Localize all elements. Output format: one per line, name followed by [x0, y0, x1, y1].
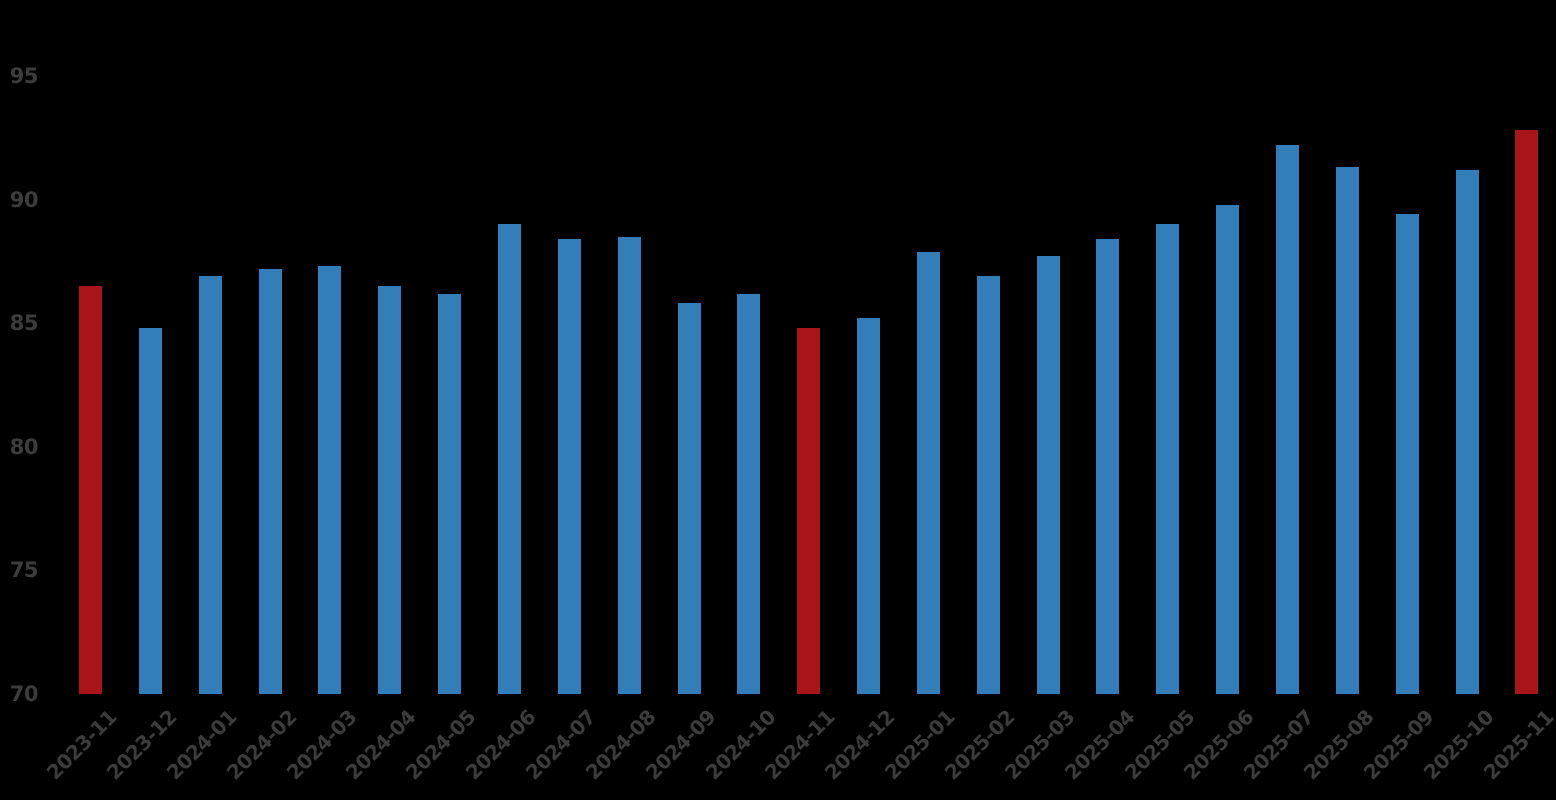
bar-2025-01 [916, 251, 940, 694]
bar-2024-04 [378, 286, 402, 694]
y-tick-label-75: 75 [9, 558, 39, 583]
y-tick-label-85: 85 [9, 311, 39, 336]
bar-2024-09 [677, 303, 701, 694]
bar-2025-10 [1455, 169, 1479, 694]
bar-2024-01 [198, 276, 222, 694]
bar-2024-07 [557, 239, 581, 694]
bar-2024-02 [258, 268, 282, 694]
y-tick-label-95: 95 [9, 64, 39, 88]
bar-2024-11 [797, 328, 821, 694]
bar-2025-02 [976, 276, 1000, 694]
bar-2025-09 [1395, 214, 1419, 694]
bar-2024-06 [497, 224, 521, 694]
bar-2024-10 [737, 293, 761, 694]
bar-2025-04 [1096, 239, 1120, 694]
bar-2025-03 [1036, 256, 1060, 694]
bar-2023-11 [79, 286, 102, 694]
bar-2024-08 [617, 236, 641, 694]
y-tick-label-70: 70 [9, 682, 39, 706]
y-tick-label-90: 90 [9, 187, 39, 212]
bar-2025-11 [1515, 130, 1539, 694]
y-tick-label-80: 80 [9, 434, 39, 459]
bar-2024-12 [857, 318, 881, 694]
bar-2025-08 [1335, 167, 1359, 694]
bar-2024-05 [438, 293, 462, 694]
bar-2025-07 [1276, 145, 1299, 694]
bar-2025-05 [1156, 224, 1180, 694]
bar-2024-03 [318, 266, 342, 694]
bar-2025-06 [1216, 204, 1240, 694]
bar-2023-12 [138, 328, 162, 694]
